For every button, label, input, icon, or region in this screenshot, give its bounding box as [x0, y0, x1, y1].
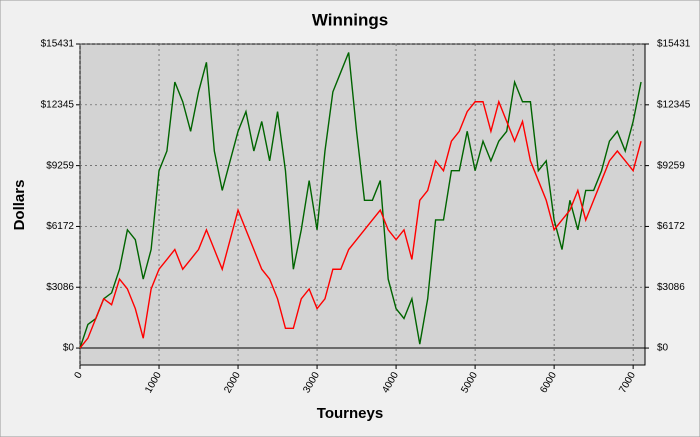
- y-tick-label: $15431: [41, 39, 75, 50]
- y2-tick-label: $12345: [657, 99, 691, 110]
- y2-tick-label: $0: [657, 343, 669, 354]
- y-tick-label: $3086: [46, 282, 74, 293]
- y2-tick-label: $15431: [657, 39, 691, 50]
- y2-tick-label: $9259: [657, 160, 685, 171]
- y-tick-label: $6172: [46, 221, 74, 232]
- y-tick-label: $9259: [46, 160, 74, 171]
- plot-area: [79, 43, 646, 366]
- y-tick-label: $12345: [41, 99, 75, 110]
- series-line: [79, 52, 642, 349]
- y-tick-label: $0: [63, 343, 75, 354]
- chart-title: Winnings: [312, 10, 388, 29]
- x-axis-label: Tourneys: [317, 405, 383, 422]
- x-tick-label: 0: [73, 370, 86, 381]
- series-line: [79, 99, 642, 349]
- y2-tick-label: $6172: [657, 221, 685, 232]
- y-axis-label: Dollars: [11, 180, 28, 231]
- y2-tick-label: $3086: [657, 282, 685, 293]
